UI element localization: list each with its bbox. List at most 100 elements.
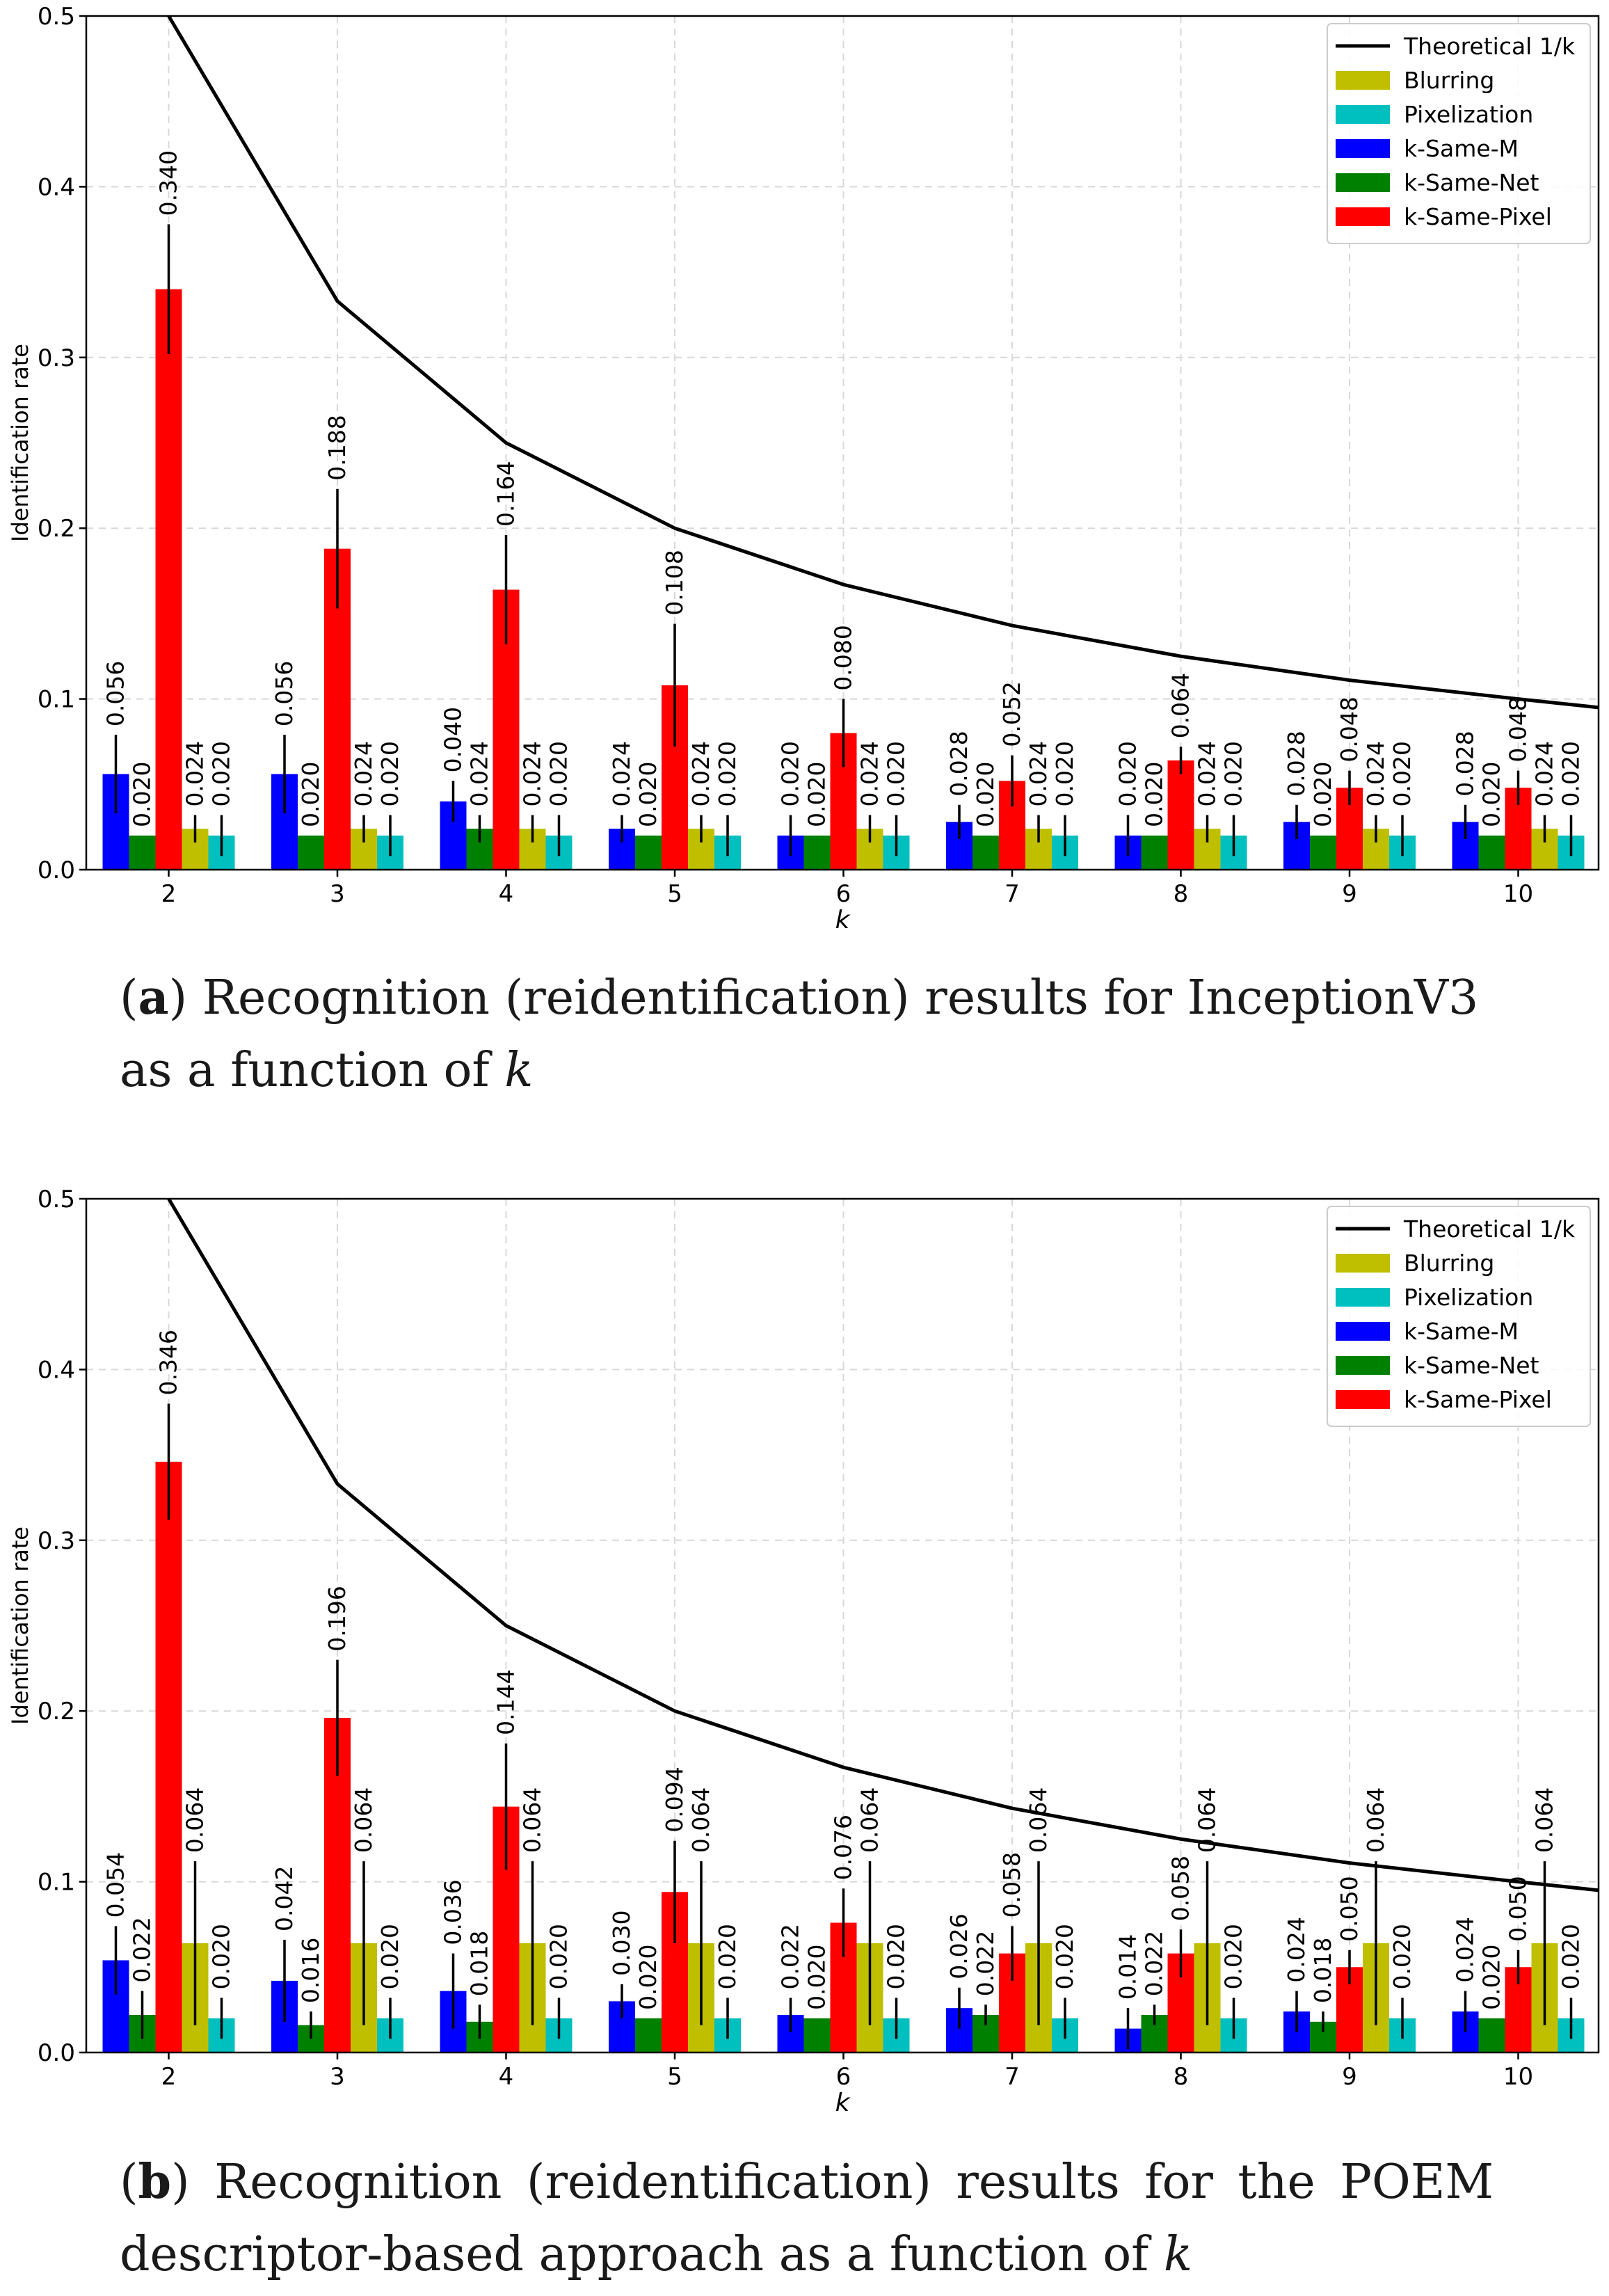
data-label: 0.022 (1141, 1931, 1168, 1996)
legend-label: k-Same-Net (1404, 169, 1539, 196)
data-label: 0.022 (972, 1931, 999, 1996)
bar-k-same-pixel (155, 1461, 182, 2052)
data-label: 0.108 (661, 550, 688, 615)
legend-label: k-Same-Pixel (1404, 1386, 1552, 1413)
data-label: 0.064 (856, 1787, 883, 1853)
bar-k-same-pixel (1167, 760, 1194, 870)
data-label: 0.188 (323, 415, 351, 480)
data-label: 0.020 (1558, 1924, 1585, 1989)
caption-a-label: a (138, 970, 169, 1026)
bar-k-same-net (129, 835, 156, 870)
data-label: 0.020 (1220, 741, 1247, 806)
x-tick-label: 5 (667, 880, 682, 908)
data-label: 0.064 (350, 1787, 377, 1853)
data-label: 0.020 (634, 761, 662, 827)
x-axis-label: k (835, 906, 851, 934)
x-tick-label: 7 (1004, 880, 1020, 908)
data-label: 0.058 (998, 1852, 1025, 1918)
legend-swatch (1336, 139, 1390, 158)
data-label: 0.024 (466, 741, 493, 806)
bar-k-same-net (298, 835, 324, 870)
legend-swatch (1336, 105, 1390, 124)
data-label: 0.020 (376, 741, 403, 806)
data-label: 0.018 (1309, 1938, 1336, 2003)
data-label: 0.020 (714, 741, 741, 806)
bar-k-same-net (803, 2018, 831, 2052)
data-label: 0.064 (182, 1787, 209, 1853)
legend-swatch (1336, 71, 1390, 90)
caption-a-var: k (504, 1043, 534, 1098)
data-label: 0.056 (102, 661, 129, 726)
x-tick-label: 10 (1503, 2063, 1533, 2091)
x-tick-label: 2 (161, 2063, 177, 2091)
y-tick-label: 0.5 (38, 1186, 75, 1213)
legend-swatch (1336, 173, 1390, 192)
data-label: 0.020 (972, 761, 999, 827)
y-tick-label: 0.4 (38, 1356, 75, 1384)
legend-label: Theoretical 1/k (1403, 1215, 1576, 1243)
legend-label: k-Same-M (1404, 135, 1519, 162)
bar-k-same-net (803, 835, 831, 870)
legend-label: k-Same-Pixel (1404, 203, 1552, 230)
data-label: 0.020 (1141, 761, 1168, 827)
y-tick-label: 0.5 (38, 3, 75, 31)
x-tick-label: 2 (161, 880, 177, 908)
data-label: 0.024 (350, 741, 377, 806)
data-label: 0.064 (1531, 1787, 1558, 1853)
legend-label: Pixelization (1404, 101, 1533, 128)
data-label: 0.340 (155, 150, 182, 216)
data-label: 0.024 (519, 741, 546, 806)
data-label: 0.020 (634, 1944, 662, 2009)
data-label: 0.020 (208, 741, 235, 806)
data-label: 0.024 (1362, 741, 1389, 806)
x-tick-label: 3 (330, 880, 345, 908)
data-label: 0.020 (297, 761, 324, 827)
data-label: 0.050 (1505, 1876, 1532, 1941)
data-label: 0.144 (493, 1669, 520, 1735)
data-label: 0.064 (687, 1787, 714, 1853)
data-label: 0.094 (661, 1767, 688, 1832)
data-label: 0.020 (545, 741, 573, 806)
data-label: 0.042 (271, 1866, 298, 1931)
data-label: 0.024 (1283, 1917, 1310, 1982)
data-label: 0.020 (1051, 1924, 1078, 1989)
y-tick-label: 0.3 (38, 344, 75, 372)
y-tick-label: 0.2 (38, 515, 75, 543)
data-label: 0.022 (129, 1917, 156, 1982)
bar-k-same-net (972, 835, 999, 870)
data-label: 0.020 (777, 741, 804, 806)
data-label: 0.050 (1336, 1876, 1363, 1941)
data-label: 0.020 (883, 741, 910, 806)
y-tick-label: 0.0 (38, 856, 75, 884)
y-axis-label: Identification rate (7, 1526, 33, 1725)
caption-a-text: Recognition (reidentification) results f… (120, 971, 1479, 1098)
plot-frame (85, 1197, 1600, 2054)
x-axis-label: k (835, 2089, 851, 2117)
x-tick-label: 4 (499, 880, 514, 908)
x-tick-label: 6 (836, 880, 851, 908)
data-label: 0.020 (1388, 741, 1416, 806)
data-label: 0.020 (1388, 1924, 1416, 1989)
legend-box (1327, 1206, 1591, 1427)
data-label: 0.024 (856, 741, 883, 806)
data-label: 0.020 (129, 761, 156, 827)
bar-k-same-net (635, 835, 662, 870)
y-tick-label: 0.1 (38, 1869, 75, 1897)
data-label: 0.024 (1025, 741, 1052, 806)
caption-b-label: b (138, 2154, 172, 2210)
data-label: 0.018 (466, 1931, 493, 1996)
data-label: 0.024 (687, 741, 714, 806)
data-label: 0.024 (1194, 741, 1221, 806)
caption-b-var: k (1163, 2227, 1193, 2282)
bar-k-same-net (1478, 835, 1505, 870)
data-label: 0.064 (1167, 673, 1194, 738)
data-label: 0.016 (297, 1938, 324, 2003)
data-label: 0.196 (323, 1586, 351, 1651)
legend-label: Blurring (1404, 67, 1494, 94)
y-tick-label: 0.0 (38, 2039, 75, 2067)
data-label: 0.020 (1478, 1944, 1505, 2009)
data-label: 0.056 (271, 661, 298, 726)
data-label: 0.052 (998, 681, 1025, 747)
data-label: 0.024 (182, 741, 209, 806)
